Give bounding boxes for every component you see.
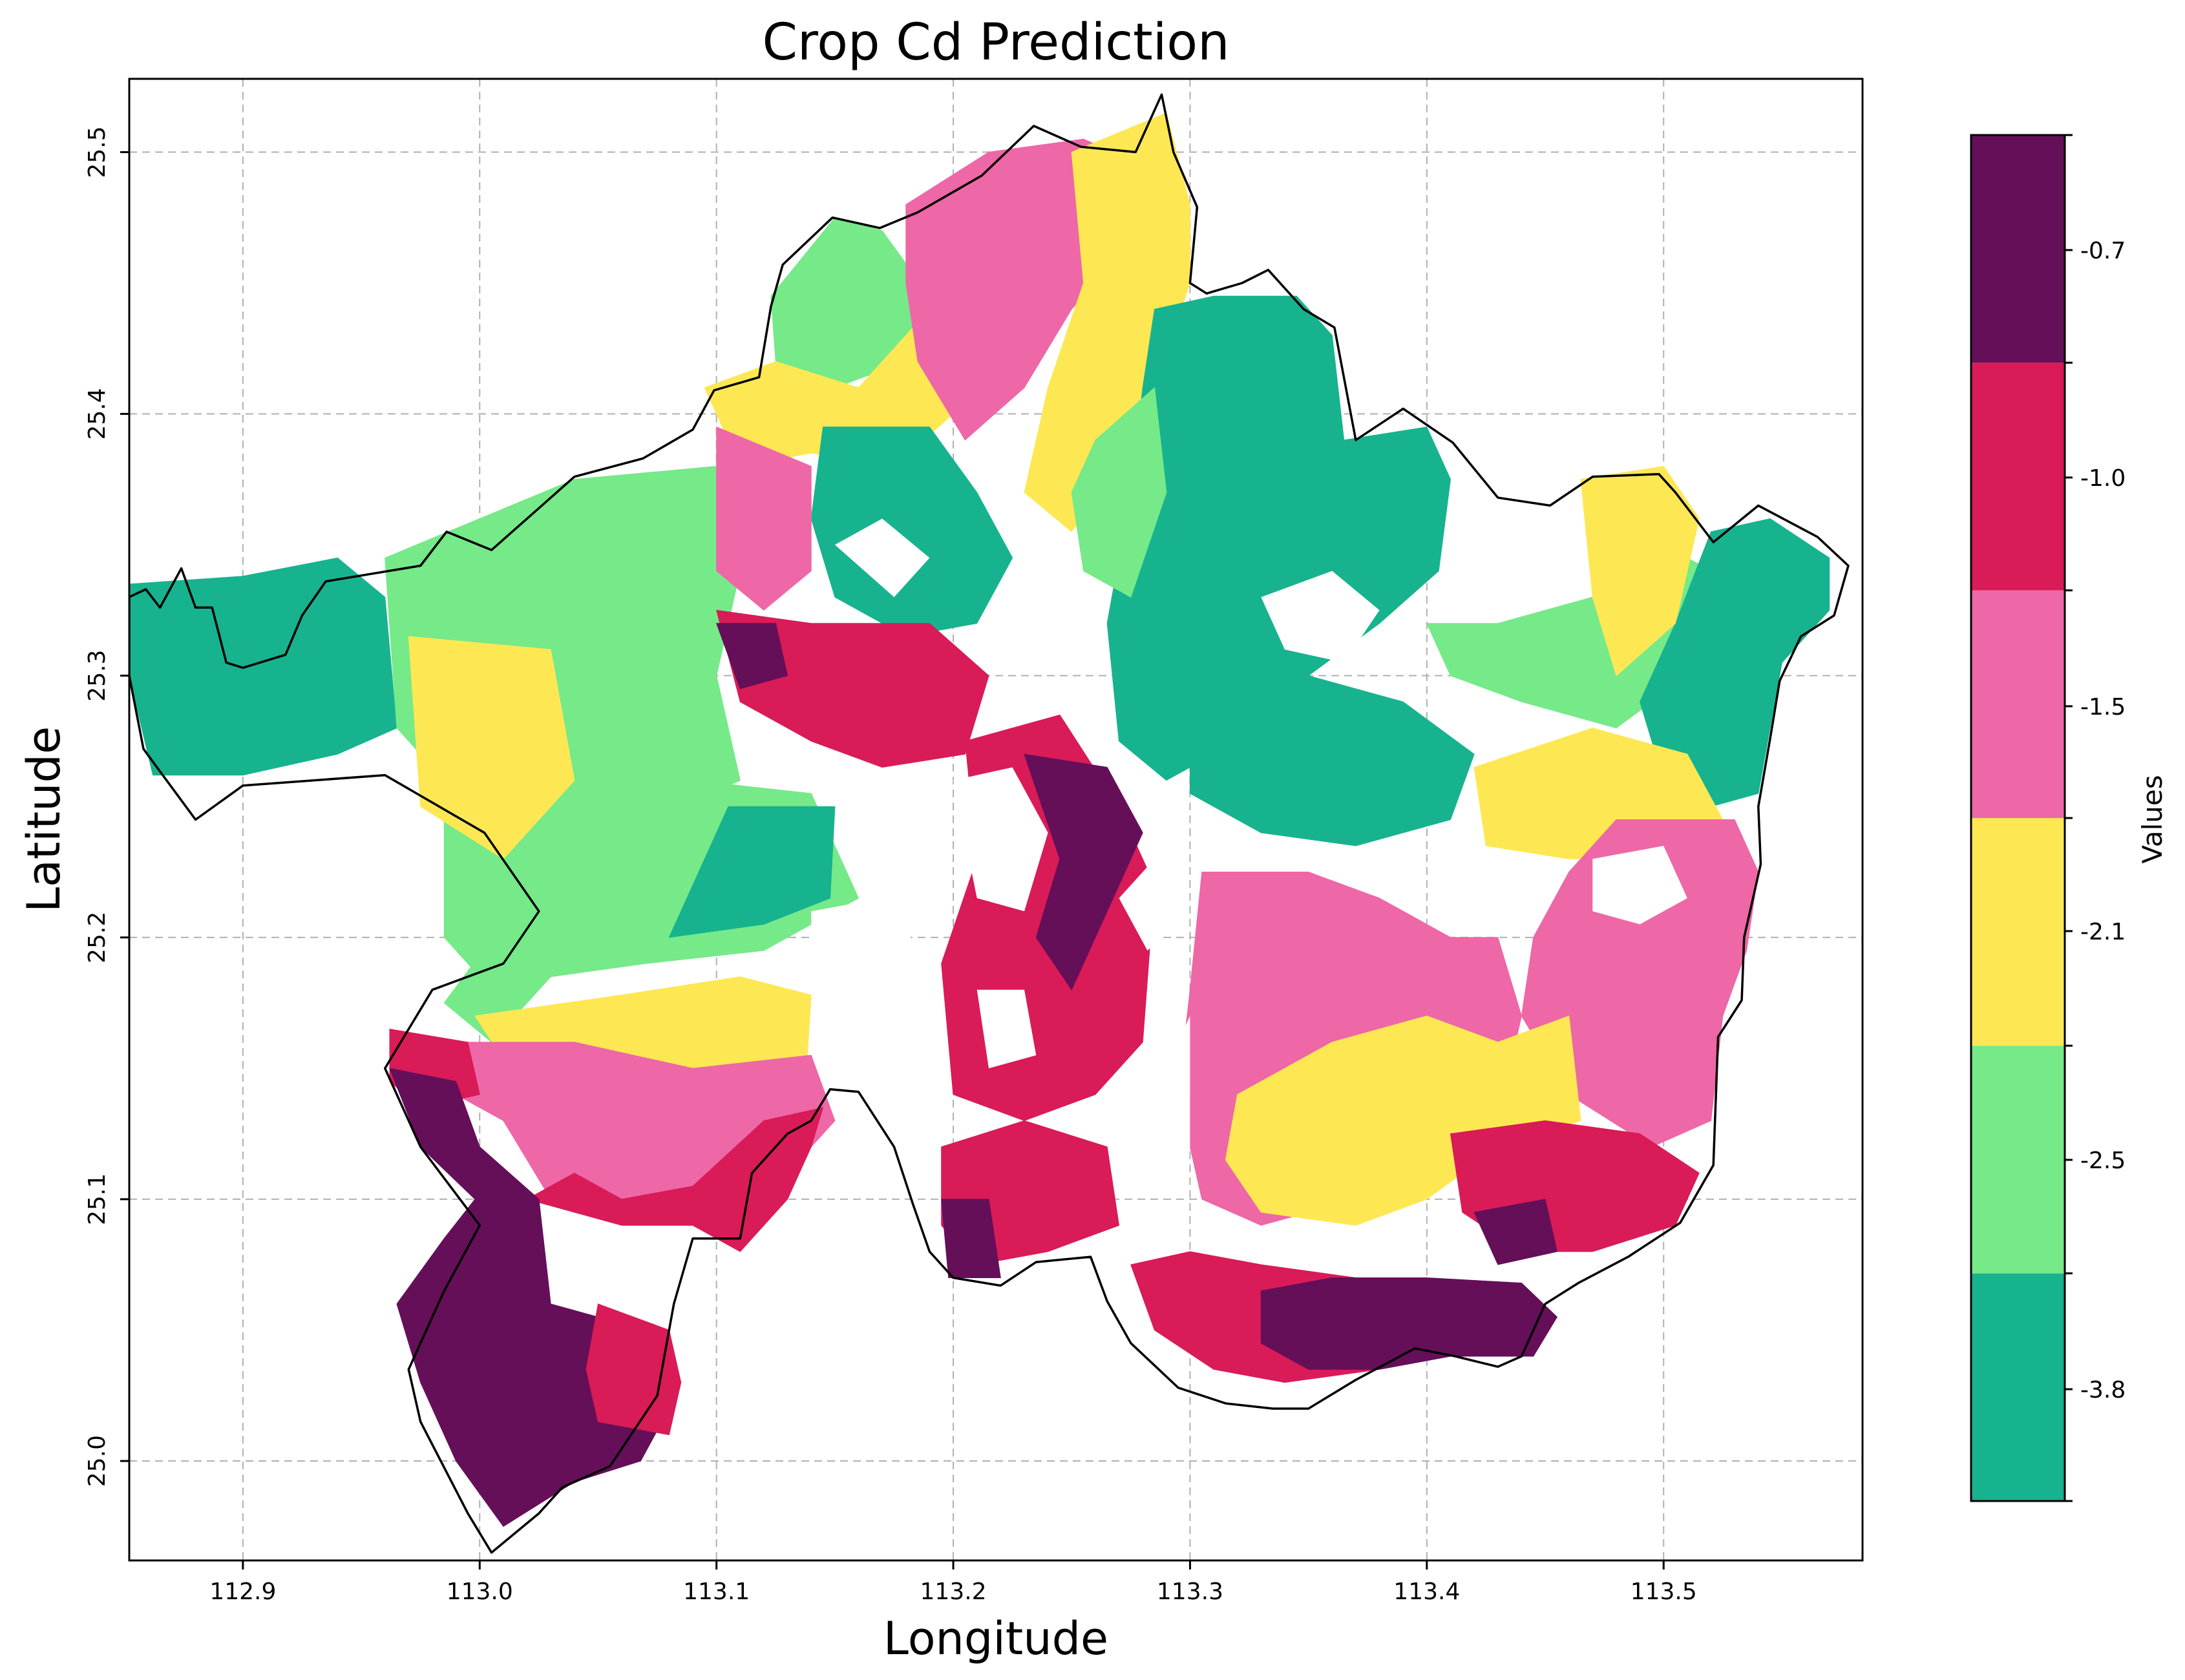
no-data-patch (1119, 859, 1179, 951)
y-tick-label: 25.0 (84, 1435, 111, 1487)
colorbar-tick-label: -2.1 (2080, 919, 2126, 945)
colorbar-swatch (1971, 818, 2065, 1046)
raster-zone (668, 806, 836, 938)
y-tick-label: 25.2 (84, 912, 111, 963)
region-boundary (129, 93, 1850, 1554)
colorbar: -3.8 -2.5 -2.1 -1.5 -1.0 -0.7 (1970, 134, 2126, 1502)
no-data-patch (1261, 571, 1380, 663)
x-tick-label: 113.1 (683, 1579, 750, 1605)
x-tick-label: 113.0 (447, 1579, 513, 1605)
no-data-areas (811, 518, 1687, 1173)
colorbar-tick-label: -3.8 (2080, 1377, 2126, 1403)
raster-zone (941, 1199, 1001, 1278)
no-data-patch (976, 989, 1037, 1069)
boundary-outline (129, 93, 1850, 1554)
raster-zone (1521, 819, 1759, 1148)
no-data-patch (1154, 1016, 1190, 1173)
chart-title: Crop Cd Prediction (762, 14, 1229, 72)
colorbar-tick-label: -2.5 (2080, 1148, 2126, 1174)
colorbar-tick-label: -1.5 (2080, 694, 2126, 720)
x-axis-ticks: 112.9 113.0 113.1 113.2 113.3 113.4 113.5 (209, 1560, 1697, 1605)
raster-zone (1024, 753, 1143, 991)
colorbar-tick-label: -0.7 (2080, 238, 2126, 264)
raster-zone (1473, 1199, 1557, 1265)
colorbar-label: Values (2137, 775, 2168, 863)
y-tick-label: 25.4 (84, 388, 111, 439)
raster-zone (526, 1107, 824, 1252)
no-data-patch (953, 767, 1048, 912)
raster-zone (1640, 518, 1830, 807)
raster-zone (1071, 386, 1167, 598)
colorbar-swatch (1971, 135, 2065, 363)
x-tick-label: 113.3 (1157, 1579, 1223, 1605)
raster-zone (810, 426, 1013, 637)
raster-zone (408, 636, 575, 859)
x-axis-label: Longitude (883, 1612, 1108, 1665)
y-tick-label: 25.1 (84, 1173, 111, 1225)
no-data-patch (811, 898, 930, 1042)
y-axis-ticks: 25.0 25.1 25.2 25.3 25.4 25.5 (84, 126, 129, 1487)
raster-zone (716, 609, 989, 768)
prediction-raster (129, 112, 1830, 1527)
colorbar-tick-label: -1.0 (2080, 465, 2126, 492)
no-data-patch (1592, 846, 1687, 925)
x-tick-label: 113.5 (1631, 1579, 1697, 1605)
raster-zone (1580, 466, 1700, 677)
raster-zone (1189, 675, 1475, 846)
colorbar-swatch (1971, 590, 2065, 818)
raster-zone (1260, 1277, 1558, 1370)
plot-frame (128, 78, 1864, 1562)
raster-zone (716, 426, 812, 611)
y-tick-label: 25.5 (84, 126, 111, 178)
x-tick-label: 113.4 (1393, 1579, 1460, 1605)
x-tick-label: 112.9 (209, 1579, 276, 1605)
raster-zone (715, 623, 788, 689)
x-tick-label: 113.2 (920, 1579, 987, 1605)
colorbar-swatch (1971, 1273, 2065, 1501)
colorbar-swatch (1971, 1045, 2065, 1274)
colorbar-swatch (1971, 362, 2065, 591)
y-tick-label: 25.3 (84, 650, 111, 702)
no-data-patch (834, 518, 930, 598)
y-axis-label: Latitude (17, 726, 70, 912)
